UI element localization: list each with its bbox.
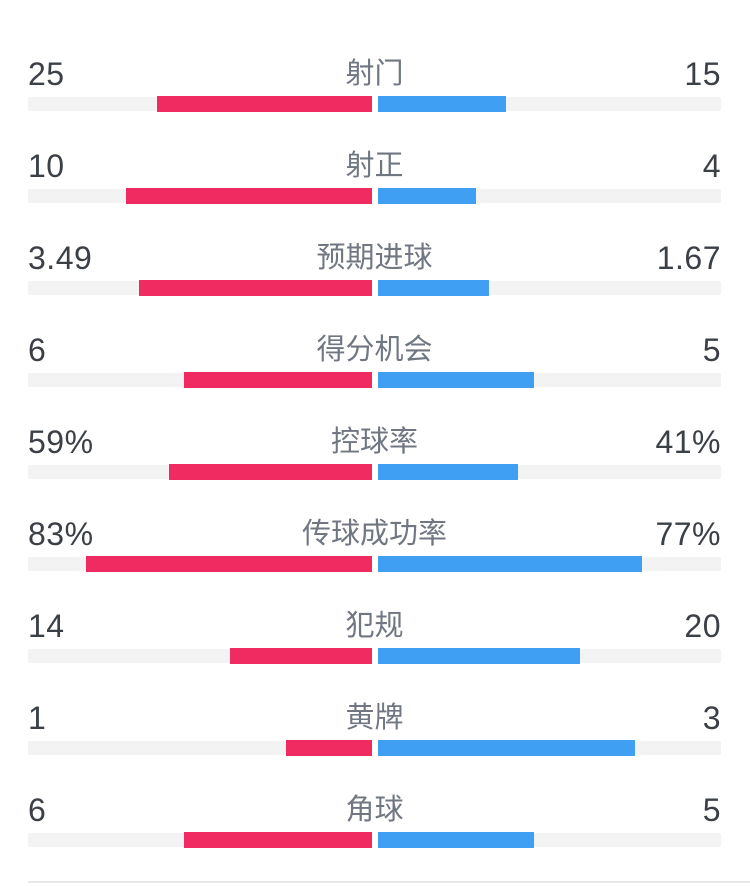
stat-label: 得分机会 — [316, 334, 433, 366]
away-bar-track — [377, 648, 721, 664]
stat-head: 3.49 预期进球 1.67 — [28, 234, 721, 274]
away-bar-track — [377, 740, 721, 756]
stat-head: 6 角球 5 — [28, 786, 721, 826]
away-bar — [377, 740, 636, 756]
away-bar — [377, 648, 580, 664]
stat-label: 黄牌 — [345, 702, 404, 734]
home-bar — [184, 372, 372, 388]
home-bar-track — [28, 648, 372, 664]
stat-row-expected-goals: 3.49 预期进球 1.67 — [28, 234, 721, 326]
stat-head: 1 黄牌 3 — [28, 694, 721, 734]
home-bar-track — [28, 188, 372, 204]
home-bar-track — [28, 832, 372, 848]
home-bar — [126, 188, 372, 204]
home-value: 59% — [28, 424, 94, 460]
stat-bars — [28, 832, 721, 848]
stat-head: 25 射门 15 — [28, 50, 721, 90]
away-bar — [377, 556, 642, 572]
home-value: 1 — [28, 700, 47, 736]
away-bar-track — [377, 372, 721, 388]
home-bar-track — [28, 96, 372, 112]
home-bar — [168, 464, 372, 480]
home-value: 3.49 — [28, 240, 93, 276]
stat-bars — [28, 648, 721, 664]
stat-label: 预期进球 — [316, 242, 433, 274]
stat-row-possession: 59% 控球率 41% — [28, 418, 721, 510]
home-value: 83% — [28, 516, 94, 552]
away-bar — [377, 188, 476, 204]
stat-row-pass-accuracy: 83% 传球成功率 77% — [28, 510, 721, 602]
away-value: 20 — [684, 608, 721, 644]
stat-bars — [28, 96, 721, 112]
away-bar-track — [377, 556, 721, 572]
away-value: 3 — [702, 700, 721, 736]
stat-head: 14 犯规 20 — [28, 602, 721, 642]
home-bar-track — [28, 556, 372, 572]
home-bar-track — [28, 280, 372, 296]
stat-row-yellow-cards: 1 黄牌 3 — [28, 694, 721, 786]
away-bar-track — [377, 280, 721, 296]
away-bar — [377, 832, 534, 848]
away-value: 1.67 — [656, 240, 721, 276]
away-value: 77% — [655, 516, 721, 552]
away-value: 41% — [655, 424, 721, 460]
stat-bars — [28, 280, 721, 296]
home-bar — [184, 832, 372, 848]
away-bar — [377, 96, 507, 112]
home-value: 25 — [28, 56, 65, 92]
stat-bars — [28, 464, 721, 480]
stat-row-shots: 25 射门 15 — [28, 50, 721, 142]
away-value: 15 — [684, 56, 721, 92]
stat-row-shots-on-target: 10 射正 4 — [28, 142, 721, 234]
stat-bars — [28, 556, 721, 572]
stat-row-fouls: 14 犯规 20 — [28, 602, 721, 694]
home-bar — [285, 740, 372, 756]
away-bar — [377, 372, 534, 388]
home-bar-track — [28, 740, 372, 756]
stat-row-corners: 6 角球 5 — [28, 786, 721, 878]
stat-head: 10 射正 4 — [28, 142, 721, 182]
home-value: 6 — [28, 332, 47, 368]
bottom-divider — [28, 881, 750, 883]
home-value: 6 — [28, 792, 47, 828]
stat-bars — [28, 188, 721, 204]
home-value: 14 — [28, 608, 65, 644]
away-bar-track — [377, 832, 721, 848]
home-bar — [230, 648, 372, 664]
away-bar-track — [377, 96, 721, 112]
home-value: 10 — [28, 148, 65, 184]
stat-label: 传球成功率 — [301, 518, 448, 550]
stat-label: 射正 — [345, 150, 404, 182]
stat-label: 射门 — [345, 58, 404, 90]
stat-row-big-chances: 6 得分机会 5 — [28, 326, 721, 418]
away-bar-track — [377, 464, 721, 480]
away-value: 5 — [702, 792, 721, 828]
away-bar-track — [377, 188, 721, 204]
stat-head: 6 得分机会 5 — [28, 326, 721, 366]
stat-bars — [28, 372, 721, 388]
stat-bars — [28, 740, 721, 756]
away-value: 5 — [702, 332, 721, 368]
stat-head: 83% 传球成功率 77% — [28, 510, 721, 550]
home-bar — [139, 280, 372, 296]
match-stats-panel: 25 射门 15 10 射正 4 3.49 预期进球 — [28, 50, 721, 878]
away-bar — [377, 280, 489, 296]
stat-label: 犯规 — [345, 610, 404, 642]
home-bar-track — [28, 464, 372, 480]
stat-label: 角球 — [345, 794, 404, 826]
home-bar — [86, 556, 372, 572]
home-bar-track — [28, 372, 372, 388]
stat-label: 控球率 — [330, 426, 419, 458]
away-bar — [377, 464, 519, 480]
away-value: 4 — [702, 148, 721, 184]
home-bar — [156, 96, 372, 112]
stat-head: 59% 控球率 41% — [28, 418, 721, 458]
